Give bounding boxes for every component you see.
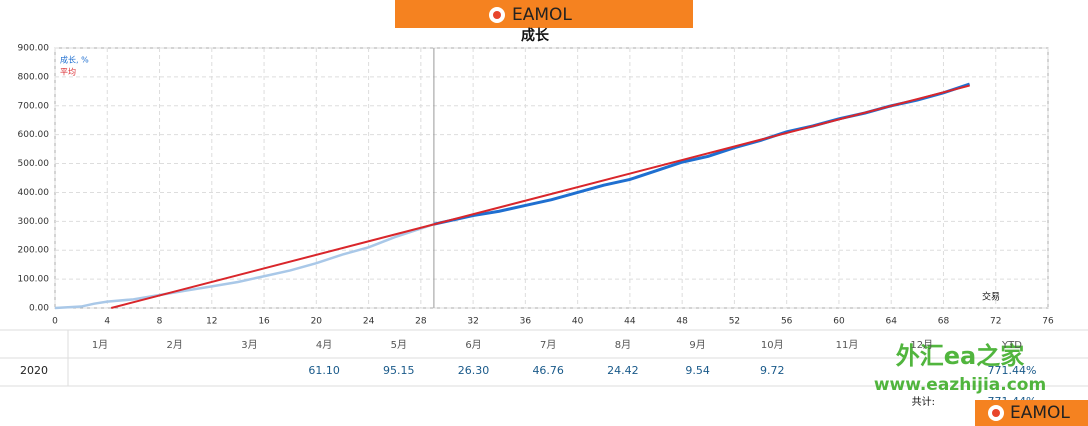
- legend-entry: 成长, %: [60, 55, 89, 65]
- series-line: [110, 84, 970, 309]
- x-tick-label: 76: [1042, 317, 1054, 327]
- table-header: 6月: [465, 339, 481, 351]
- watermark-site: 外汇ea之家: [896, 342, 1024, 370]
- x-tick-label: 56: [781, 317, 793, 327]
- x-tick-label: 44: [624, 317, 636, 327]
- table-header: 4月: [316, 339, 332, 351]
- banner-logo: EAMOL: [512, 5, 572, 25]
- x-tick-label: 24: [363, 317, 375, 327]
- x-tick-label: 4: [104, 317, 110, 327]
- table-header: 7月: [540, 339, 556, 351]
- y-tick-label: 800.00: [18, 72, 50, 82]
- table-header: 1月: [92, 339, 108, 351]
- legend-entry: 平均: [60, 67, 76, 77]
- table-header: 12月: [910, 339, 933, 351]
- table-cell: 61.10: [308, 364, 340, 377]
- y-tick-label: 600.00: [18, 130, 50, 140]
- x-tick-label: 12: [206, 317, 217, 327]
- watermark-logo-dot: [992, 409, 1000, 417]
- y-tick-label: 0.00: [29, 304, 49, 314]
- x-tick-label: 64: [885, 317, 897, 327]
- x-axis-label: 交易: [982, 291, 1000, 303]
- table-header: 10月: [761, 339, 784, 351]
- table-header: 11月: [836, 339, 859, 351]
- plot-frame: [54, 47, 1049, 309]
- total-label: 共计:: [912, 395, 935, 408]
- table-header: 3月: [241, 339, 257, 351]
- table-cell: 46.76: [532, 364, 564, 377]
- y-tick-label: 500.00: [18, 159, 50, 169]
- y-tick-label: 300.00: [18, 217, 50, 227]
- y-tick-label: 900.00: [18, 44, 50, 54]
- watermark-logo: EAMOL: [1010, 403, 1070, 423]
- x-tick-label: 8: [157, 317, 163, 327]
- x-tick-label: 48: [676, 317, 688, 327]
- watermark-url: www.eazhijia.com: [874, 375, 1046, 395]
- x-tick-label: 72: [990, 317, 1001, 327]
- table-header: 9月: [689, 339, 705, 351]
- x-tick-label: 52: [729, 317, 740, 327]
- x-tick-label: 0: [52, 317, 58, 327]
- table-header: 8月: [615, 339, 631, 351]
- table-cell: 771.44%: [988, 364, 1037, 377]
- table-cell: 24.42: [607, 364, 639, 377]
- y-tick-label: 400.00: [18, 188, 50, 198]
- y-tick-label: 700.00: [18, 101, 50, 111]
- banner: [395, 0, 693, 28]
- x-tick-label: 60: [833, 317, 845, 327]
- table-header: YTD: [1001, 340, 1022, 351]
- table-cell: 9.54: [685, 364, 710, 377]
- table-header: 2月: [167, 339, 183, 351]
- x-tick-label: 28: [415, 317, 427, 327]
- banner-logo-dot: [493, 11, 501, 19]
- row-year: 2020: [20, 364, 48, 377]
- y-tick-label: 200.00: [18, 246, 50, 256]
- x-tick-label: 20: [311, 317, 323, 327]
- table-cell: 26.30: [458, 364, 490, 377]
- table-cell: 9.72: [760, 364, 785, 377]
- table-header: 5月: [391, 339, 407, 351]
- x-tick-label: 40: [572, 317, 584, 327]
- x-tick-label: 16: [258, 317, 270, 327]
- chart-title: 成长: [521, 27, 550, 44]
- x-tick-label: 32: [467, 317, 478, 327]
- series-line: [54, 223, 435, 310]
- x-tick-label: 68: [938, 317, 950, 327]
- y-tick-label: 100.00: [18, 275, 50, 285]
- table-cell: 95.15: [383, 364, 415, 377]
- x-tick-label: 36: [520, 317, 532, 327]
